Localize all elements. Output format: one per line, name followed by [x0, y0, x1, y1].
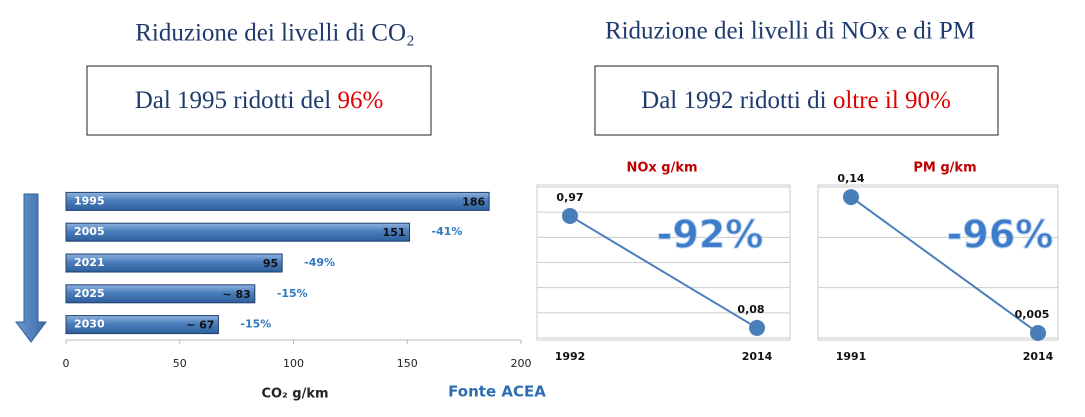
line — [850, 196, 1039, 334]
annotation: -15% — [240, 318, 271, 331]
annotation: -41% — [432, 225, 463, 238]
bar — [65, 191, 490, 211]
line — [569, 215, 758, 329]
category-label: 1995 — [74, 194, 105, 207]
point — [562, 207, 578, 224]
chart-title: NOx g/km — [626, 161, 697, 176]
x-axis-label: CO₂ g/km — [261, 387, 328, 402]
category-label: 2030 — [74, 318, 105, 331]
category-label: 2005 — [74, 225, 105, 238]
x-tick-label: 1991 — [836, 350, 867, 363]
x-tick-label: 0 — [63, 357, 70, 370]
highlight: 96% — [337, 87, 383, 114]
source: Fonte ACEA — [448, 383, 546, 401]
box-text: Dal 1995 ridotti del 96% — [135, 87, 384, 114]
value-label: 95 — [263, 257, 278, 270]
value-label: 0,14 — [837, 172, 864, 185]
box-text: Dal 1992 ridotti di oltre il 90% — [641, 87, 951, 114]
chart-title: PM g/km — [913, 161, 976, 176]
box-text: Dal 1995 ridotti del — [135, 87, 332, 114]
highlight: oltre il 90% — [833, 87, 951, 114]
point — [1030, 324, 1046, 341]
heading: Riduzione dei livelli di NOx e di PM — [605, 18, 975, 45]
annotation: -96% — [947, 213, 1054, 257]
arrow — [15, 193, 47, 343]
bar — [65, 222, 411, 242]
x-tick-label: 2014 — [1023, 350, 1054, 363]
heading: Riduzione dei livelli di CO₂ — [135, 20, 415, 47]
value-label: ~ 83 — [222, 288, 250, 301]
value-label: 0,97 — [556, 191, 583, 204]
box — [594, 65, 999, 136]
x-tick-label: 150 — [397, 357, 418, 370]
x-tick-label: 2014 — [742, 350, 773, 363]
bar — [65, 253, 283, 273]
value-label: ~ 67 — [186, 319, 214, 332]
point — [749, 319, 765, 336]
box-text: Dal 1992 ridotti di — [641, 87, 826, 114]
annotation: -15% — [277, 287, 308, 300]
annotation: -49% — [304, 256, 335, 269]
value-label: 0,005 — [1015, 308, 1050, 321]
category-label: 2025 — [74, 287, 105, 300]
box — [86, 65, 432, 136]
plot-frame — [817, 184, 1059, 341]
bar — [65, 284, 256, 304]
x-tick-label: 1992 — [555, 350, 586, 363]
annotation: -92% — [657, 213, 764, 257]
bar — [65, 315, 219, 335]
value-label: 151 — [383, 226, 406, 239]
x-tick-label: 200 — [511, 357, 532, 370]
x-tick-label: 50 — [173, 357, 187, 370]
value-label: 186 — [462, 195, 485, 208]
value-label: 0,08 — [737, 303, 764, 316]
x-tick-label: 100 — [283, 357, 304, 370]
category-label: 2021 — [74, 256, 105, 269]
point — [843, 189, 859, 206]
